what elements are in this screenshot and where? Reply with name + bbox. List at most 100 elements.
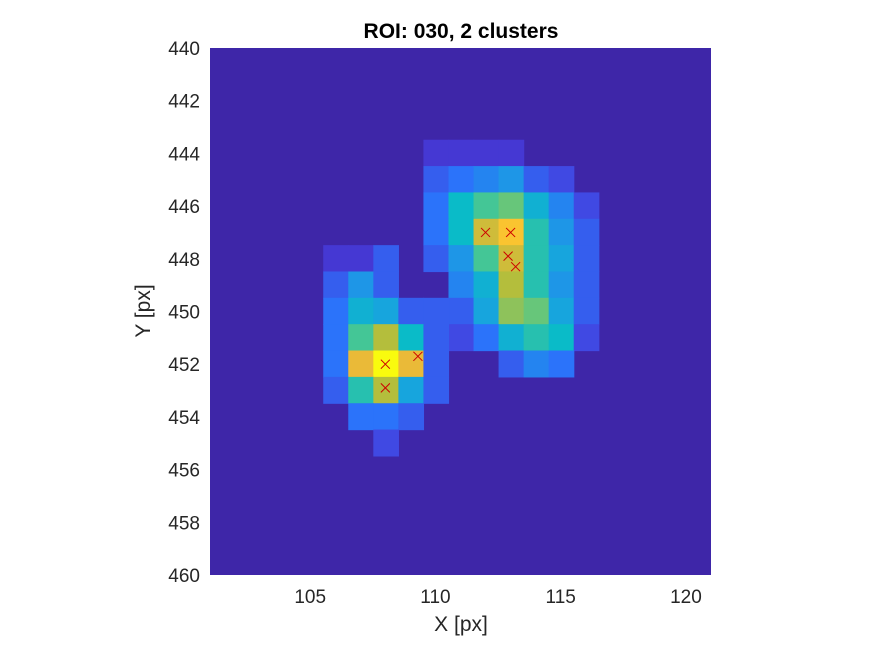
heatmap-cell <box>448 139 475 167</box>
heatmap-cell <box>423 218 450 246</box>
heatmap-cell <box>548 324 575 352</box>
heatmap-cell <box>473 297 500 325</box>
heatmap-cell <box>373 429 399 457</box>
heatmap-cell <box>423 297 450 325</box>
heatmap-cell <box>348 403 374 431</box>
heatmap-cell <box>323 271 349 299</box>
heatmap-cell <box>448 192 475 220</box>
heatmap-cell <box>473 192 500 220</box>
heatmap-cell <box>573 271 600 299</box>
heatmap-cell <box>573 297 600 325</box>
heatmap-cell <box>473 245 500 273</box>
y-tick-label: 454 <box>168 408 200 429</box>
heatmap-cell <box>348 350 374 378</box>
cluster-marker <box>503 251 513 262</box>
heatmap-cell <box>423 245 450 273</box>
heatmap-cell <box>523 166 550 194</box>
y-tick-label: 450 <box>168 303 200 324</box>
heatmap-cell <box>548 271 575 299</box>
x-tick-label: 110 <box>420 587 450 608</box>
heatmap-cell <box>523 271 550 299</box>
y-tick-label: 442 <box>168 92 200 113</box>
heatmap-cell <box>498 271 525 299</box>
heatmap-cell <box>423 376 450 404</box>
heatmap-cell <box>573 245 600 273</box>
heatmap-cell <box>323 245 349 273</box>
heatmap-cell <box>423 166 450 194</box>
heatmap-cell <box>473 324 500 352</box>
heatmap-cell <box>423 192 450 220</box>
y-tick-label: 460 <box>168 566 200 587</box>
heatmap-cell <box>323 376 349 404</box>
heatmap-cell <box>323 350 349 378</box>
heatmap-cell <box>373 297 399 325</box>
cluster-marker <box>380 383 391 393</box>
heatmap-cell <box>548 350 575 378</box>
heatmap-cell <box>398 376 425 404</box>
y-tick-label: 444 <box>168 144 200 165</box>
heatmap-cell <box>448 324 475 352</box>
heatmap-cell <box>473 271 500 299</box>
heatmap-cell <box>548 218 575 246</box>
heatmap-cell <box>373 324 399 352</box>
heatmap-cell <box>523 192 550 220</box>
heatmap-cell <box>473 166 500 194</box>
heatmap-cell <box>523 245 550 273</box>
heatmap-cell <box>398 403 425 431</box>
heatmap-pixels <box>323 139 600 457</box>
heatmap-cell <box>373 245 399 273</box>
heatmap-cell <box>498 324 525 352</box>
heatmap-cell <box>498 139 525 167</box>
heatmap-cell <box>448 245 475 273</box>
heatmap-cell <box>548 166 575 194</box>
heatmap-cell <box>498 245 525 273</box>
y-tick-label: 448 <box>168 250 200 271</box>
heatmap-cell <box>423 139 450 167</box>
heatmap-cell <box>423 350 450 378</box>
heatmap-cell <box>498 297 525 325</box>
heatmap-cell <box>323 324 349 352</box>
heatmap-cell <box>548 245 575 273</box>
heatmap-cell <box>523 218 550 246</box>
heatmap-cell <box>523 324 550 352</box>
heatmap-cell <box>573 218 600 246</box>
heatmap-cell <box>523 350 550 378</box>
cluster-marker <box>413 351 423 362</box>
y-tick-label: 440 <box>168 39 200 60</box>
heatmap-cell <box>348 376 374 404</box>
heatmap-cell <box>373 271 399 299</box>
x-tick-label: 115 <box>546 587 576 608</box>
heatmap-cell <box>448 166 475 194</box>
y-tick-label: 456 <box>168 461 200 482</box>
heatmap-cell <box>373 376 399 404</box>
heatmap-cell <box>448 271 475 299</box>
heatmap-cell <box>423 324 450 352</box>
heatmap-cell <box>348 324 374 352</box>
cluster-marker <box>380 359 391 370</box>
heatmap-cell <box>398 324 425 352</box>
y-tick-label: 446 <box>168 197 200 218</box>
heatmap-cell <box>573 324 600 352</box>
y-axis-ticks: 440 442 444 446 448 450 452 454 456 458 460 <box>168 39 200 587</box>
heatmap-cell <box>498 192 525 220</box>
y-tick-label: 452 <box>168 355 200 376</box>
heatmap-cell <box>348 297 374 325</box>
heatmap-cell <box>548 192 575 220</box>
x-axis-label: X [px] <box>434 613 488 636</box>
cluster-marker <box>505 227 516 238</box>
heatmap-cell <box>548 297 575 325</box>
cluster-marker <box>480 227 491 238</box>
x-tick-label: 105 <box>294 587 326 608</box>
chart-title: ROI: 030, 2 clusters <box>364 20 559 43</box>
heatmap-cell <box>473 139 500 167</box>
heatmap-cell <box>398 297 425 325</box>
heatmap-cell <box>348 245 374 273</box>
plot-area <box>210 48 711 575</box>
heatmap-cell <box>498 350 525 378</box>
heatmap-cell <box>573 192 600 220</box>
y-tick-label: 458 <box>168 513 200 534</box>
heatmap-cell <box>498 166 525 194</box>
x-axis-ticks: 105 110 115 120 <box>294 587 701 608</box>
cluster-marker <box>510 261 521 272</box>
